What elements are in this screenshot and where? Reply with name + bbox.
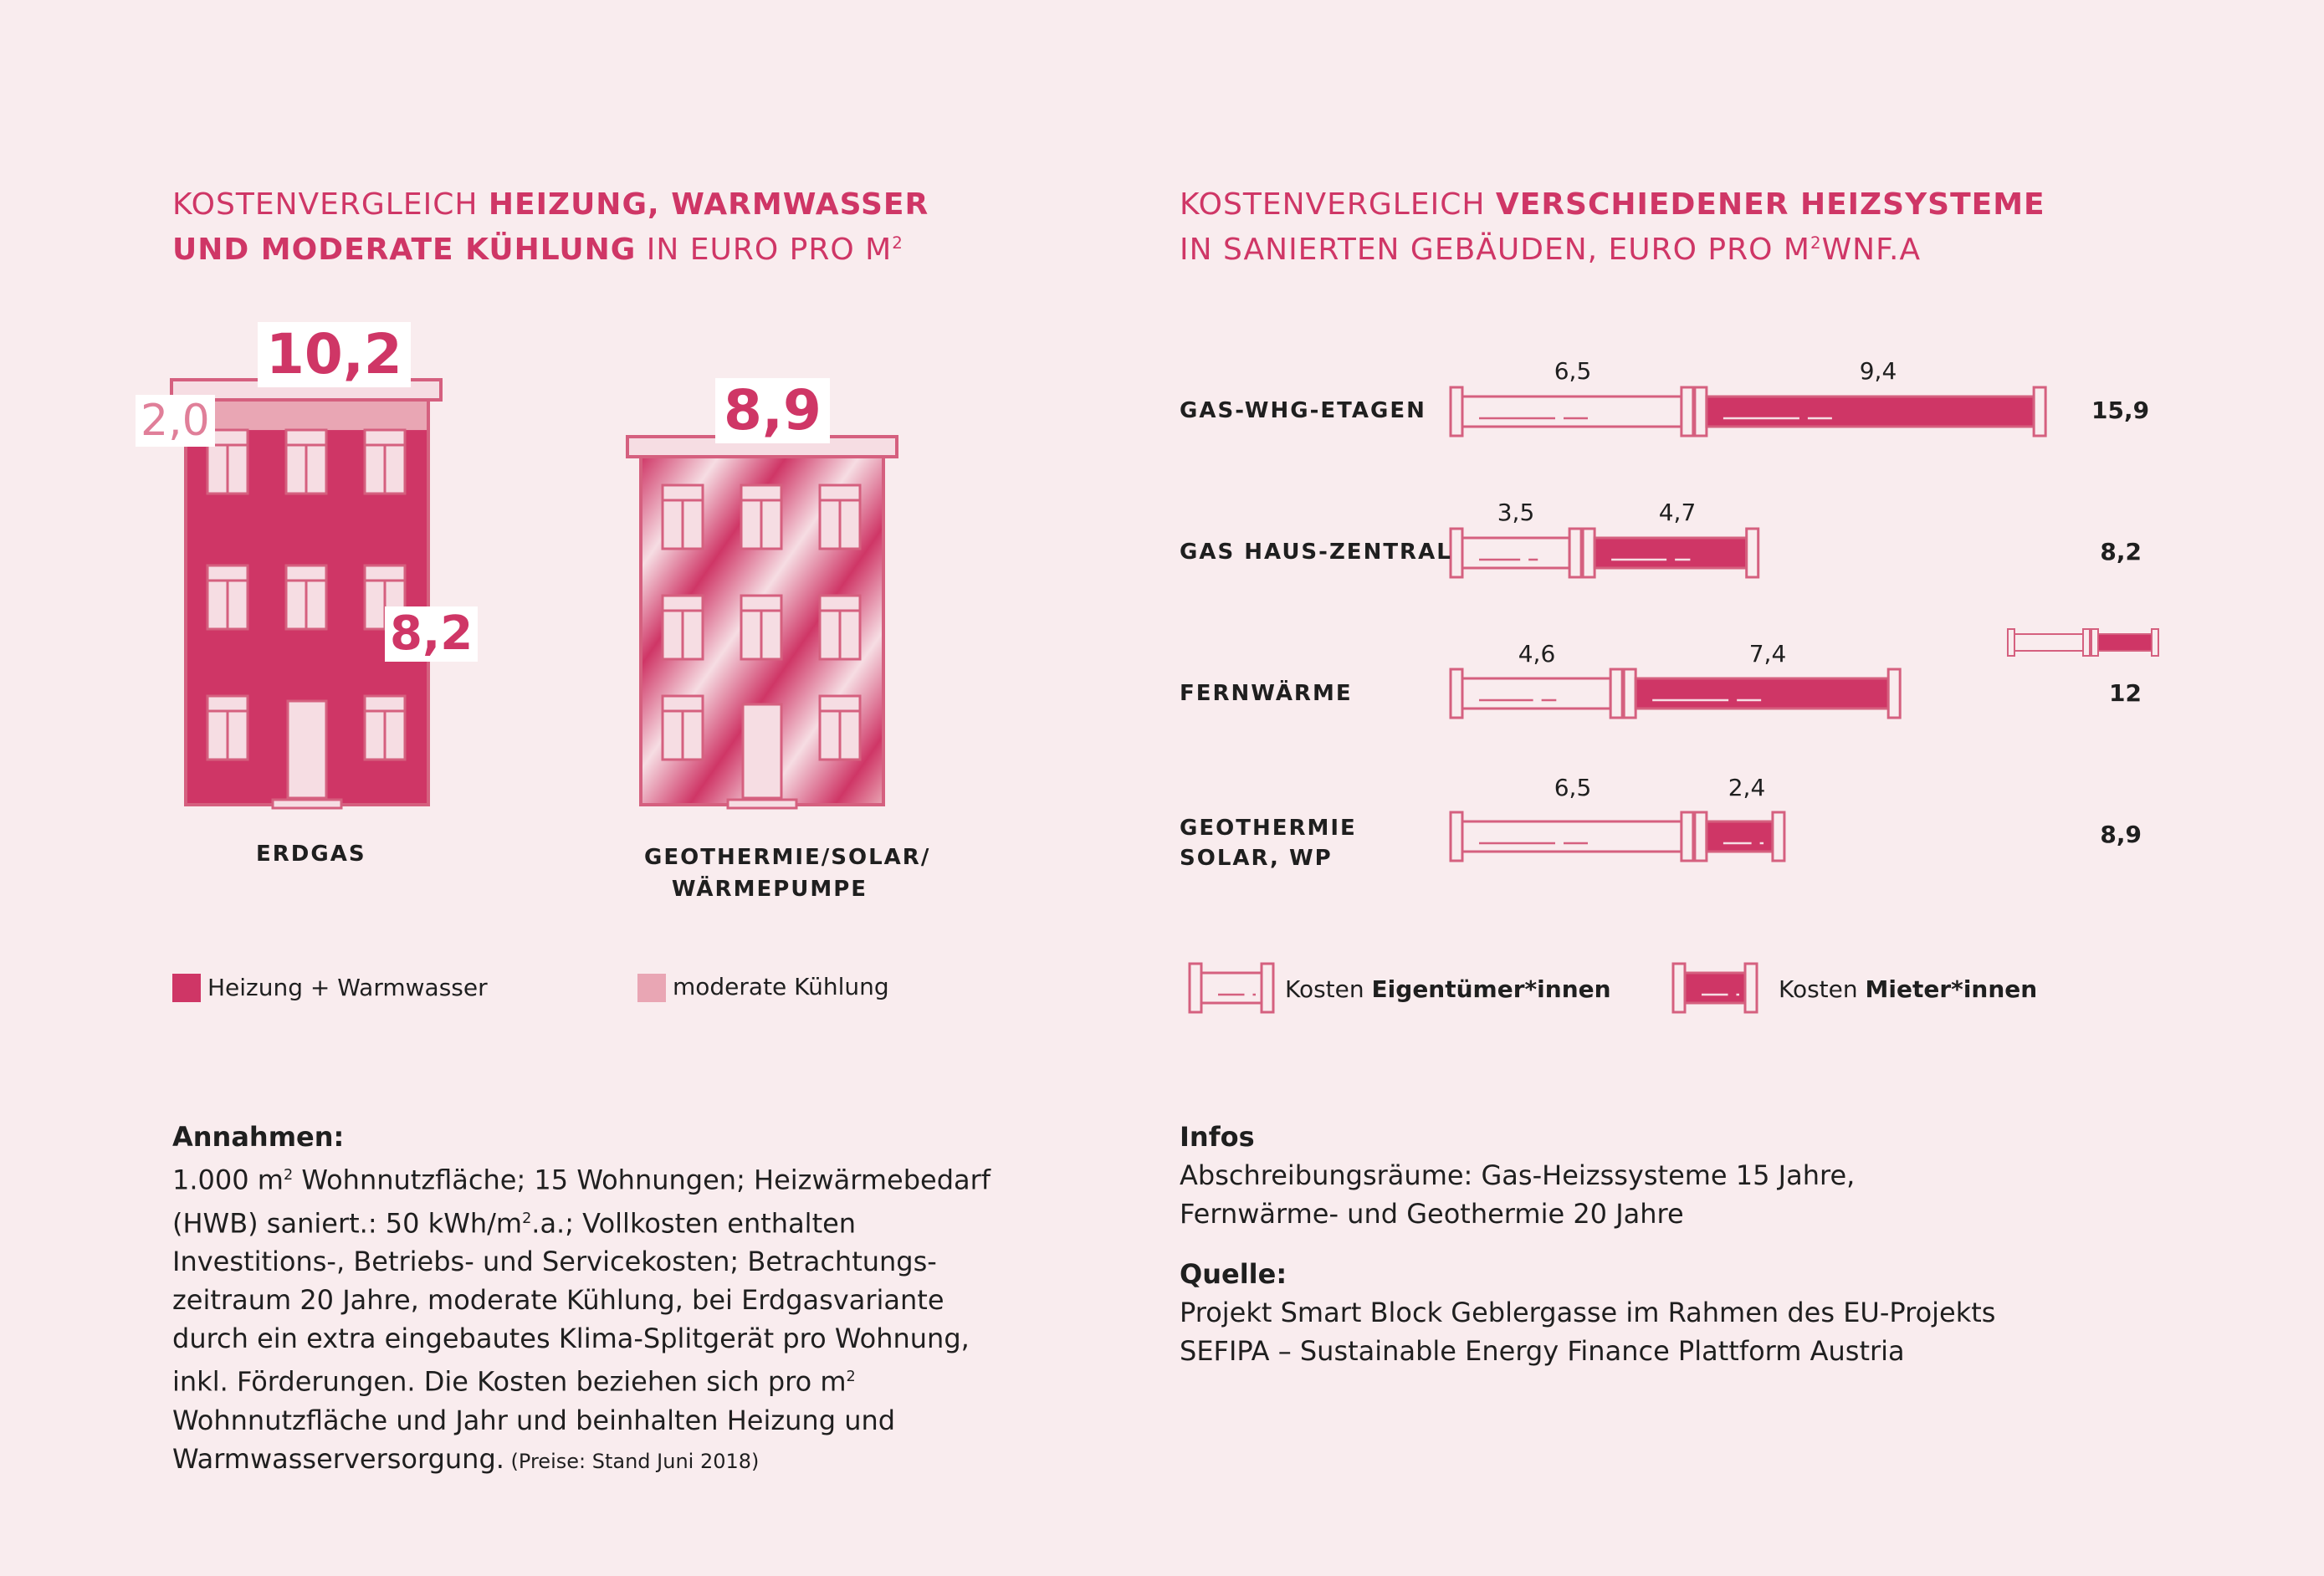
total-gas-haus: 8,2 [2100,538,2142,565]
bar-eigentuemer-cap-left [1449,668,1464,719]
mini-cap [2091,628,2099,657]
bar-mieter-cap-left [1581,527,1596,579]
bar-eigentuemer [1461,536,1571,570]
door-step [271,798,343,810]
erdgas-total-label: 10,2 [258,322,411,387]
legend-pipe-eigentuemer [1200,971,1263,1005]
legend-pipe-mieter [1683,971,1747,1005]
bar-row-0 [1449,386,2047,437]
left-chart-title: KOSTENVERGLEICH HEIZUNG, WARMWASSER UND … [172,187,929,267]
bar-mieter-cap-left [1622,668,1637,719]
legend-icons [1188,962,1758,1014]
legend-label-kuehlung: moderate Kühlung [673,973,889,1000]
quelle-text: Quelle: Projekt Smart Block Geblergasse … [1180,1255,2183,1370]
bar-eigentuemer-cap-left [1449,386,1464,437]
bar-segment-cooling [186,400,428,431]
bar-row-2 [1449,668,1902,719]
bar-eigentuemer-cap-right [1680,811,1695,862]
value-eigentuemer-fernwaerme: 4,6 [1518,640,1556,668]
value-eigentuemer-geothermie: 6,5 [1554,774,1592,801]
value-mieter-fernwaerme: 7,4 [1748,640,1787,668]
total-gas-whg: 15,9 [2091,397,2150,424]
category-label-gas-haus: GAS HAUS-ZENTRAL [1180,540,1452,565]
category-label-erdgas: ERDGAS [256,842,366,867]
mini-eigentuemer [2014,633,2084,652]
erdgas-heating-label: 8,2 [385,606,479,662]
bar-eigentuemer-cap-left [1449,811,1464,862]
bar-eigentuemer [1461,820,1683,853]
heating-systems-chart [1449,386,2159,862]
mini-cap [2151,628,2159,657]
mini-mieter [2097,633,2153,652]
bar-mieter-cap-right [1886,668,1902,719]
category-label-fernwaerme: FERNWÄRME [1180,681,1353,706]
value-mieter-gas-haus: 4,7 [1658,499,1697,526]
bar-mieter [1705,820,1774,853]
bar-mieter-cap-left [1693,386,1708,437]
erdgas-cooling-label: 2,0 [136,395,215,447]
infos-heading: Infos [1180,1121,1255,1153]
bar-eigentuemer-cap-left [1449,527,1464,579]
bar-eigentuemer-cap-right [1568,527,1583,579]
category-label-geothermie: GEOTHERMIE/SOLAR/ WÄRMEPUMPE [644,845,931,902]
bar-row-3 [1449,811,1786,862]
annahmen-heading: Annahmen: [172,1121,345,1153]
bar-mieter-cap-right [1745,527,1760,579]
legend-pipe-eigentuemer-cap-right [1260,962,1275,1014]
bar-mieter-cap-right [1771,811,1786,862]
legend-swatch-heizung [172,974,201,1002]
building-geothermie [626,435,898,810]
bar-eigentuemer-cap-right [1680,386,1695,437]
annahmen-text: Annahmen: 1.000 m2 Wohnnutzfläche; 15 Wo… [172,1118,1009,1481]
geo-total-label: 8,9 [715,378,830,443]
legend-pipe-mieter-cap-right [1743,962,1758,1014]
value-eigentuemer-gas-whg: 6,5 [1554,357,1592,385]
legend-label-heizung: Heizung + Warmwasser [207,974,488,1001]
building-chart [170,378,898,810]
legend-icon-mieter [1671,962,1758,1014]
bar-mieter-cap-right [2032,386,2047,437]
category-label-gas-whg: GAS-WHG-ETAGEN [1180,398,1426,423]
quelle-heading: Quelle: [1180,1258,1287,1290]
legend-label-eigentuemer: Kosten Eigentümer*innen [1285,975,1611,1003]
legend-label-mieter: Kosten Mieter*innen [1779,975,2038,1003]
door-step [726,798,798,810]
legend-swatch-kuehlung [637,974,666,1002]
right-chart-title: KOSTENVERGLEICH VERSCHIEDENER HEIZSYSTEM… [1180,187,2045,267]
mini-cap [2082,628,2091,657]
bar-row-1 [1449,527,1760,579]
category-label-geothermie-solar: GEOTHERMIE SOLAR, WP [1180,816,1357,871]
legend-pipe-eigentuemer-cap-left [1188,962,1203,1014]
fernwaerme-mini-pipe-icon [2007,628,2159,657]
legend-pipe-mieter-cap-left [1671,962,1687,1014]
bar-eigentuemer-cap-right [1609,668,1624,719]
bar-mieter-cap-left [1693,811,1708,862]
total-geothermie: 8,9 [2100,821,2142,848]
legend-icon-eigentuemer [1188,962,1275,1014]
bar-eigentuemer [1461,395,1683,428]
building-door [741,703,783,800]
mini-cap [2007,628,2015,657]
building-door [286,699,328,800]
bar-eigentuemer [1461,677,1612,710]
total-fernwaerme: 12 [2109,679,2142,707]
bar-mieter [1593,536,1748,570]
bar-mieter [1705,395,2035,428]
bar-mieter [1634,677,1890,710]
value-mieter-geothermie: 2,4 [1728,774,1766,801]
infos-text: Infos Abschreibungsräume: Gas-Heizssyste… [1180,1118,2100,1233]
value-eigentuemer-gas-haus: 3,5 [1497,499,1535,526]
value-mieter-gas-whg: 9,4 [1859,357,1897,385]
